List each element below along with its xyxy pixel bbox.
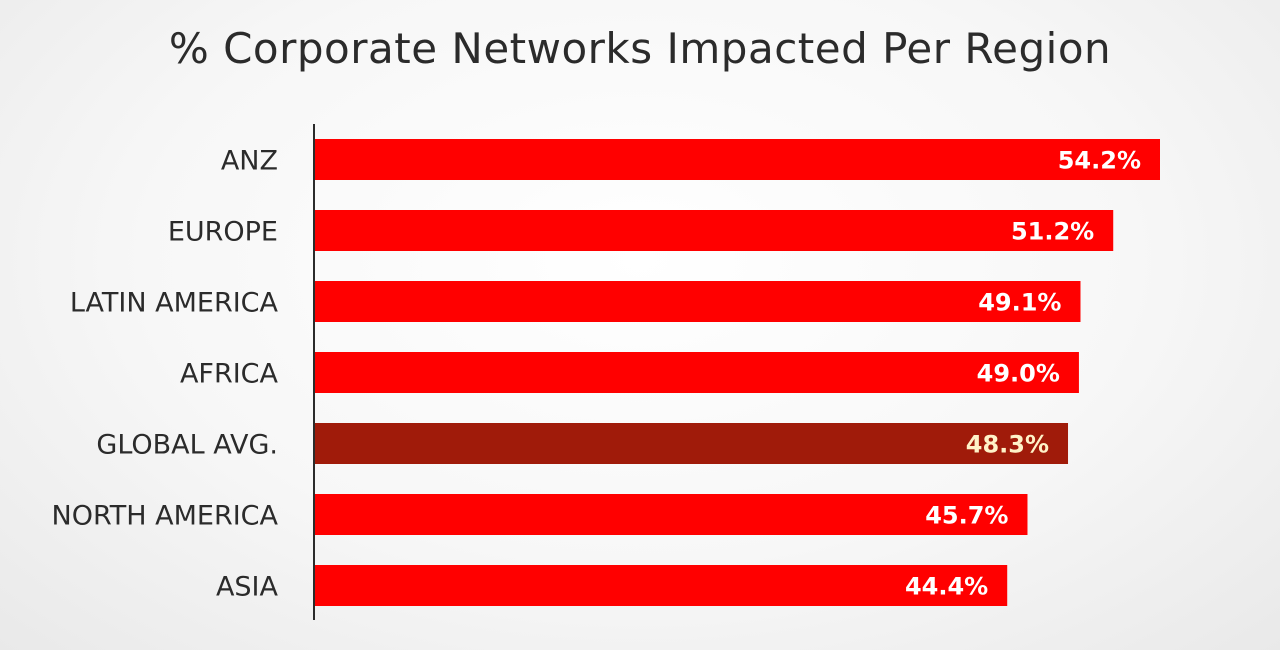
bar-europe <box>315 210 1114 251</box>
bar-africa <box>315 352 1079 393</box>
value-label: 44.4% <box>905 573 988 601</box>
value-label: 49.1% <box>978 289 1061 317</box>
value-label: 45.7% <box>925 502 1008 530</box>
bar-north-america <box>315 494 1028 535</box>
bar-asia <box>315 565 1008 606</box>
bar-latin-america <box>315 281 1081 322</box>
category-label: AFRICA <box>180 359 279 390</box>
bar-global-avg <box>315 423 1069 464</box>
value-label: 51.2% <box>1011 218 1094 246</box>
category-label: EUROPE <box>168 217 278 248</box>
value-label: 48.3% <box>966 431 1049 459</box>
bar-anz <box>315 139 1160 180</box>
value-label: 49.0% <box>977 360 1060 388</box>
category-label: ANZ <box>221 146 278 177</box>
category-label: ASIA <box>216 572 279 603</box>
category-label: GLOBAL AVG. <box>96 430 278 461</box>
category-label: NORTH AMERICA <box>52 501 279 532</box>
chart-title: % Corporate Networks Impacted Per Region <box>168 24 1112 73</box>
value-label: 54.2% <box>1058 147 1141 175</box>
category-label: LATIN AMERICA <box>70 288 279 319</box>
